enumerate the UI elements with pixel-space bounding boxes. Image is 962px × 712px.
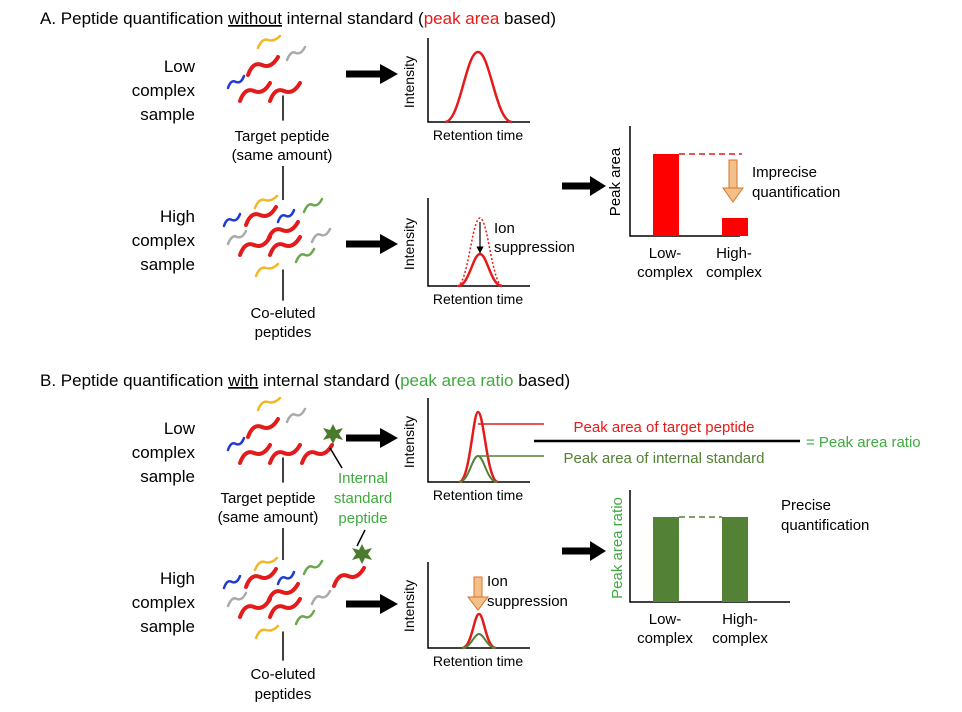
svg-text:Low-: Low-	[649, 611, 682, 628]
svg-text:Intensity: Intensity	[401, 218, 417, 270]
svg-text:Low-: Low-	[649, 245, 682, 262]
high-sample-label-b: High complex sample	[132, 569, 196, 636]
arrow-result-b-head	[590, 541, 606, 561]
arrow-high-a-head	[380, 234, 398, 254]
svg-text:(same amount): (same amount)	[218, 509, 319, 526]
arrow-low-a-head	[380, 64, 398, 84]
svg-text:sample: sample	[140, 617, 195, 636]
standard-connector-line	[329, 447, 343, 469]
bar-low-complex-b	[653, 517, 679, 602]
peptides-high-a	[222, 194, 332, 301]
section-b: B. Peptide quantification with internal …	[40, 371, 921, 703]
svg-text:Co-eluted: Co-eluted	[250, 666, 315, 683]
svg-text:Co-eluted: Co-eluted	[250, 305, 315, 322]
svg-text:Ion: Ion	[487, 573, 508, 590]
internal-standard-label: Internal standard peptide	[334, 470, 392, 527]
svg-text:Imprecise: Imprecise	[752, 164, 817, 181]
standard-star-icon	[323, 424, 343, 444]
peptides-low-a	[226, 34, 307, 121]
svg-text:complex: complex	[712, 630, 768, 647]
coeluted-label-a: Co-eluted peptides	[250, 305, 315, 341]
svg-text:quantification: quantification	[781, 517, 869, 534]
svg-text:Retention time: Retention time	[433, 487, 523, 503]
svg-text:Intensity: Intensity	[401, 416, 417, 468]
standard-star-icon-high	[352, 544, 372, 564]
section-a: A. Peptide quantification without intern…	[40, 9, 840, 341]
svg-text:complex: complex	[132, 593, 196, 612]
chromatogram-high-a: Intensity Retention time Ion suppression	[401, 198, 575, 307]
svg-text:High: High	[160, 207, 195, 226]
svg-text:quantification: quantification	[752, 184, 840, 201]
svg-text:(same amount): (same amount)	[232, 147, 333, 164]
svg-text:Retention time: Retention time	[433, 291, 523, 307]
low-sample-label-a: Low complex sample	[132, 57, 196, 124]
svg-text:standard: standard	[334, 490, 392, 507]
svg-text:complex: complex	[706, 264, 762, 281]
suppression-arrow-icon	[466, 576, 490, 611]
bar-high-complex-a	[722, 217, 748, 236]
svg-text:Low: Low	[164, 419, 196, 438]
result-chart-a: Peak area Imprecise quantification Low- …	[607, 126, 840, 281]
arrow-result-a-head	[590, 176, 606, 196]
svg-text:High-: High-	[716, 245, 752, 262]
chromatogram-low-b: Intensity Retention time	[401, 398, 544, 503]
high-sample-label-a: High complex sample	[132, 207, 196, 274]
peptides-low-b	[226, 396, 334, 483]
section-b-title: B. Peptide quantification with internal …	[40, 371, 570, 390]
svg-text:peptides: peptides	[255, 324, 312, 341]
svg-text:sample: sample	[140, 105, 195, 124]
svg-text:suppression: suppression	[494, 239, 575, 256]
svg-text:Retention time: Retention time	[433, 653, 523, 669]
arrow-low-b-head	[380, 428, 398, 448]
result-chart-a-axes	[629, 126, 740, 237]
svg-text:complex: complex	[132, 231, 196, 250]
svg-text:Retention time: Retention time	[433, 127, 523, 143]
svg-text:suppression: suppression	[487, 593, 568, 610]
peak-area-ratio-formula: Peak area of target peptide Peak area of…	[534, 419, 921, 467]
coeluted-label-b: Co-eluted peptides	[250, 666, 315, 703]
svg-text:complex: complex	[132, 81, 196, 100]
svg-text:Peak area of internal standard: Peak area of internal standard	[564, 450, 765, 467]
result-chart-b: Peak area ratio Precise quantification L…	[609, 490, 869, 647]
svg-text:High-: High-	[722, 611, 758, 628]
decrease-arrow-icon	[722, 159, 744, 203]
svg-text:complex: complex	[637, 630, 693, 647]
target-peptide-label-a: Target peptide (same amount)	[232, 128, 333, 164]
svg-text:peptide: peptide	[338, 510, 387, 527]
svg-text:complex: complex	[637, 264, 693, 281]
svg-text:= Peak area ratio: = Peak area ratio	[806, 434, 921, 451]
bar-low-complex-a	[653, 154, 679, 236]
svg-text:Peak area: Peak area	[607, 147, 624, 216]
svg-text:Intensity: Intensity	[401, 580, 417, 632]
svg-text:Target peptide: Target peptide	[220, 490, 315, 507]
svg-text:Peak area ratio: Peak area ratio	[609, 497, 626, 599]
peptides-high-b	[222, 556, 366, 661]
svg-text:peptides: peptides	[255, 686, 312, 703]
low-sample-label-b: Low complex sample	[132, 419, 196, 486]
section-a-title: A. Peptide quantification without intern…	[40, 9, 556, 28]
svg-text:complex: complex	[132, 443, 196, 462]
chromatogram-high-b: Intensity Retention time Ion suppression	[401, 562, 568, 669]
svg-text:sample: sample	[140, 467, 195, 486]
svg-text:Low: Low	[164, 57, 196, 76]
svg-text:Peak area of target peptide: Peak area of target peptide	[574, 419, 755, 436]
chromatogram-low-a: Intensity Retention time	[401, 38, 530, 143]
svg-text:Precise: Precise	[781, 497, 831, 514]
svg-text:Ion: Ion	[494, 220, 515, 237]
svg-text:Target peptide: Target peptide	[234, 128, 329, 145]
svg-text:sample: sample	[140, 255, 195, 274]
arrow-high-b-head	[380, 594, 398, 614]
standard-connector-line-2	[356, 529, 366, 547]
bar-high-complex-b	[722, 517, 748, 602]
svg-text:Internal: Internal	[338, 470, 388, 487]
svg-text:High: High	[160, 569, 195, 588]
target-peptide-label-b: Target peptide (same amount)	[218, 490, 319, 526]
svg-text:Intensity: Intensity	[401, 56, 417, 108]
